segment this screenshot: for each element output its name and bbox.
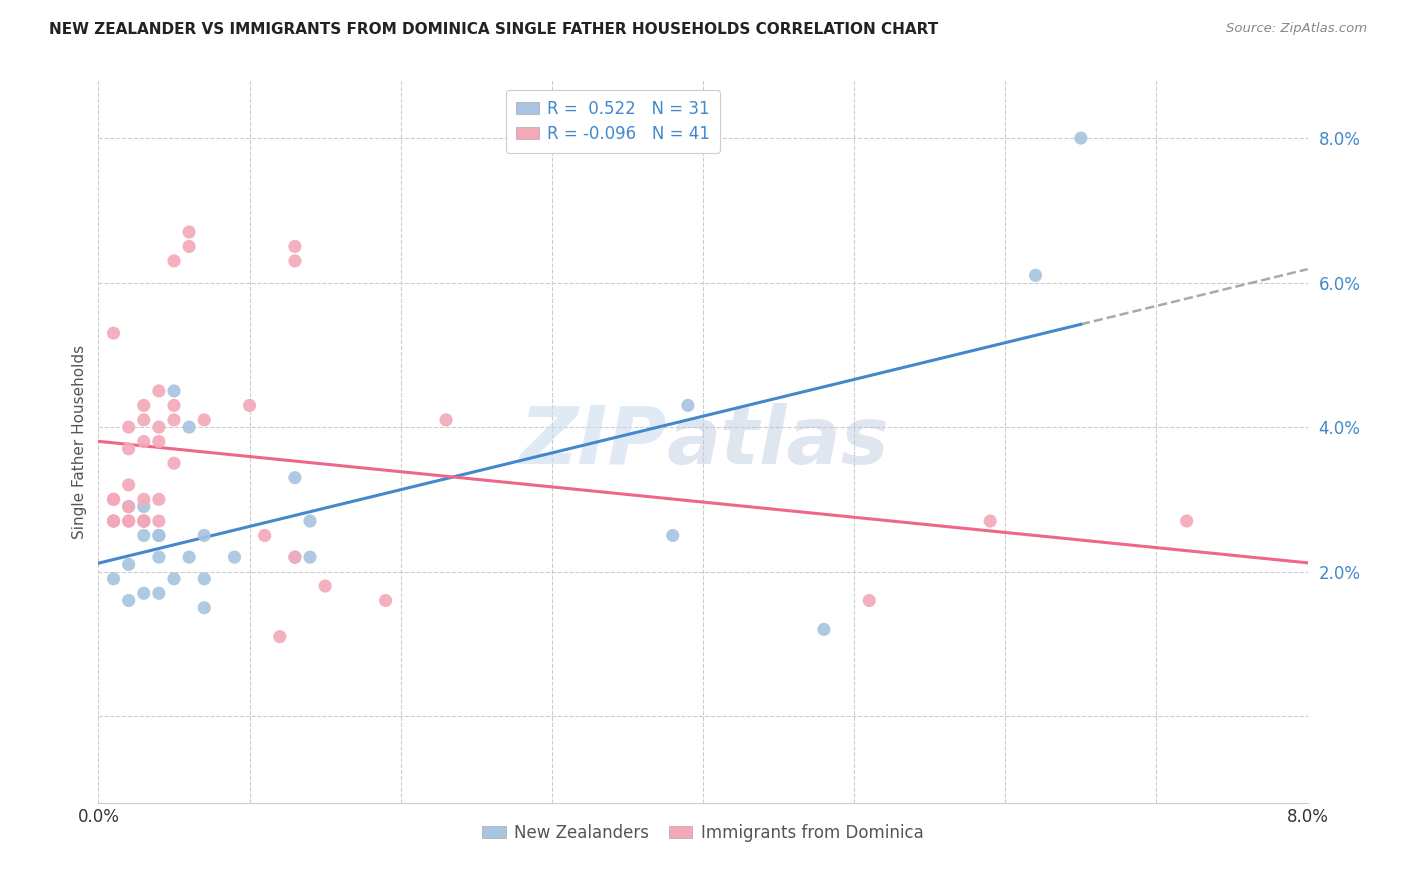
Point (434, 413, 457, 427)
Point (179, 225, 201, 239)
Point (118, 514, 141, 528)
Point (118, 514, 141, 528)
Point (132, 514, 155, 528)
Point (132, 528, 155, 542)
Point (314, 579, 336, 593)
Text: atlas: atlas (666, 402, 890, 481)
Point (1070, 131, 1092, 145)
Point (132, 500, 155, 514)
Legend: New Zealanders, Immigrants from Dominica: New Zealanders, Immigrants from Dominica (475, 817, 931, 848)
Point (374, 593, 396, 607)
Point (132, 398, 155, 412)
Point (118, 478, 141, 492)
Point (299, 550, 322, 565)
Point (676, 398, 699, 412)
Point (132, 492, 155, 507)
Point (163, 384, 186, 398)
Point (163, 413, 186, 427)
Point (239, 398, 262, 412)
Point (132, 514, 155, 528)
Point (224, 550, 246, 565)
Point (148, 420, 170, 434)
Point (163, 398, 186, 412)
Text: Source: ZipAtlas.com: Source: ZipAtlas.com (1226, 22, 1367, 36)
Point (179, 420, 201, 434)
Point (148, 586, 170, 600)
Point (103, 492, 125, 507)
Point (118, 593, 141, 607)
Point (284, 550, 307, 565)
Point (148, 514, 170, 528)
Point (148, 528, 170, 542)
Point (163, 572, 186, 586)
Point (103, 326, 125, 341)
Point (103, 514, 125, 528)
Point (132, 413, 155, 427)
Point (858, 593, 880, 607)
Point (163, 456, 186, 470)
Point (132, 586, 155, 600)
Point (103, 514, 125, 528)
Point (148, 492, 170, 507)
Point (118, 420, 141, 434)
Point (1025, 268, 1047, 283)
Point (193, 572, 215, 586)
Point (284, 470, 307, 484)
Point (103, 492, 125, 507)
Point (148, 528, 170, 542)
Point (148, 384, 170, 398)
Point (148, 550, 170, 565)
Point (269, 630, 291, 644)
Point (103, 572, 125, 586)
Point (103, 514, 125, 528)
Point (193, 528, 215, 542)
Point (118, 500, 141, 514)
Point (299, 514, 322, 528)
Point (132, 434, 155, 449)
Point (179, 550, 201, 565)
Point (661, 528, 683, 542)
Point (179, 239, 201, 253)
Point (132, 514, 155, 528)
Point (118, 558, 141, 572)
Point (979, 514, 1001, 528)
Point (132, 514, 155, 528)
Point (813, 623, 835, 637)
Text: ZIP: ZIP (519, 402, 666, 481)
Point (193, 600, 215, 615)
Point (284, 253, 307, 268)
Point (148, 434, 170, 449)
Point (284, 550, 307, 565)
Text: NEW ZEALANDER VS IMMIGRANTS FROM DOMINICA SINGLE FATHER HOUSEHOLDS CORRELATION C: NEW ZEALANDER VS IMMIGRANTS FROM DOMINIC… (49, 22, 938, 37)
Point (163, 253, 186, 268)
Point (1175, 514, 1198, 528)
Y-axis label: Single Father Households: Single Father Households (72, 344, 87, 539)
Point (284, 239, 307, 253)
Point (253, 528, 276, 542)
Point (118, 500, 141, 514)
Point (118, 442, 141, 456)
Point (193, 413, 215, 427)
